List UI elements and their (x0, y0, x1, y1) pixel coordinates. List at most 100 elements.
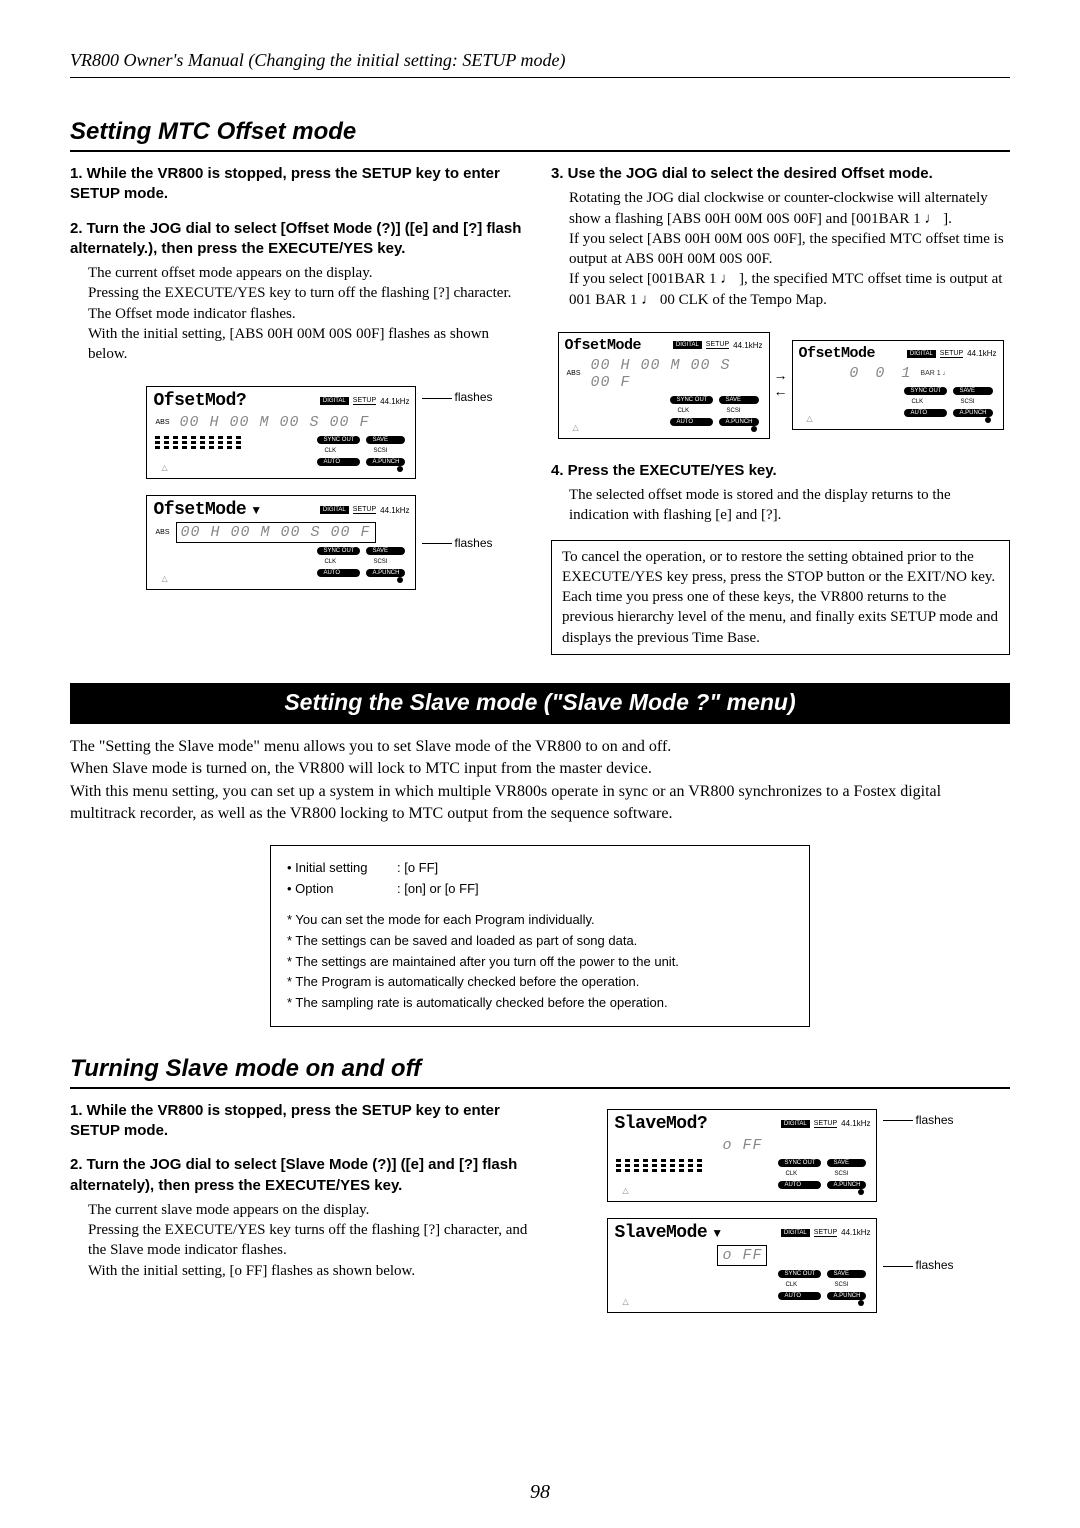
slave-lcd2-caret-icon: ▼ (711, 1227, 723, 1239)
lcd-slavemod-question: SlaveMod? DIGITAL SETUP 44.1kHz o FF SYN… (607, 1109, 877, 1202)
mtc-left-col: 1. While the VR800 is stopped, press the… (70, 164, 529, 655)
mtc-step4-body: The selected offset mode is stored and t… (551, 485, 1010, 526)
heading-turning-slave: Turning Slave mode on and off (70, 1055, 1010, 1089)
info-bullet-0: * You can set the mode for each Program … (287, 910, 793, 931)
pill-save: SAVE (366, 436, 405, 444)
mtc-step4: 4. Press the EXECUTE/YES key. (551, 461, 1010, 481)
lcd-pair-right: OfsetMode DIGITAL SETUP 44.1kHz 0 0 1 BA… (792, 340, 1004, 430)
pl-pill0: SYNC OUT (670, 396, 713, 404)
mtc-right-col: 3. Use the JOG dial to select the desire… (551, 164, 1010, 655)
turning-left-col: 1. While the VR800 is stopped, press the… (70, 1101, 529, 1321)
badge-setup-2: SETUP (353, 506, 376, 514)
info-bullet-2: * The settings are maintained after you … (287, 952, 793, 973)
info-initial-label: • Initial setting (287, 858, 397, 879)
pair-right-digital: DIGITAL (907, 350, 936, 358)
info-bullet-1: * The settings can be saved and loaded a… (287, 931, 793, 952)
s2-pill2: CLK (778, 1280, 821, 1290)
lcd-ofsetmode: OfsetMode ▼ DIGITAL SETUP 44.1kHz ABS 00… (146, 495, 416, 590)
slave-lcd2-setup: SETUP (814, 1229, 837, 1237)
lcd2-title: OfsetMode (153, 500, 246, 520)
turning-step2: 2. Turn the JOG dial to select [Slave Mo… (70, 1155, 529, 1196)
lcd-pair-left: OfsetMode DIGITAL SETUP 44.1kHz ABS 00 H… (558, 332, 770, 439)
lcd1-abs: ABS (155, 419, 169, 426)
mtc-columns: 1. While the VR800 is stopped, press the… (70, 164, 1010, 655)
slave-lcd1-flashes: flashes (883, 1113, 953, 1127)
slave-lcd2-digital: DIGITAL (781, 1229, 810, 1237)
slave-lcd2-flashes: flashes (883, 1258, 953, 1272)
slave-lcd1-title: SlaveMod? (614, 1114, 707, 1134)
pair-right-seg: 0 0 1 (845, 364, 918, 383)
pill-clk: CLK (317, 446, 360, 456)
pill-scsi: SCSI (366, 446, 405, 456)
manual-header: VR800 Owner's Manual (Changing the initi… (70, 50, 1010, 78)
lcd2-abs: ABS (155, 529, 169, 536)
lcd1-flashes: flashes (422, 390, 492, 404)
pair-left-digital: DIGITAL (673, 341, 702, 349)
mtc-step3: 3. Use the JOG dial to select the desire… (551, 164, 1010, 184)
slave-lcd2-seg: o FF (717, 1245, 767, 1266)
pill-syncout: SYNC OUT (317, 436, 360, 444)
pr-pill1: SAVE (953, 387, 992, 395)
info-initial-val: : [o FF] (397, 858, 438, 879)
lcd1-khz: 44.1kHz (380, 397, 409, 406)
mtc-step2-body: The current offset mode appears on the d… (70, 263, 529, 364)
pill2-clk: CLK (317, 557, 360, 567)
pl-pill1: SAVE (719, 396, 758, 404)
pill2-save: SAVE (366, 547, 405, 555)
pill2-scsi: SCSI (366, 557, 405, 567)
lcd-slavemode: SlaveMode ▼ DIGITAL SETUP 44.1kHz o FF S… (607, 1218, 877, 1313)
pill2-syncout: SYNC OUT (317, 547, 360, 555)
page-number: 98 (0, 1481, 1080, 1504)
slave-lcd1-setup: SETUP (814, 1120, 837, 1128)
pr-pill3: SCSI (953, 397, 992, 407)
pair-left-seg: 00 H 00 M 00 S 00 F (587, 356, 761, 392)
s2-pill3: SCSI (827, 1280, 866, 1290)
turning-right-col: SlaveMod? DIGITAL SETUP 44.1kHz o FF SYN… (551, 1101, 1010, 1321)
s2-pill0: SYNC OUT (778, 1270, 821, 1278)
pair-left-khz: 44.1kHz (733, 341, 762, 350)
slave-lcd2-khz: 44.1kHz (841, 1228, 870, 1237)
pair-left-setup: SETUP (706, 341, 729, 349)
lcd2-khz: 44.1kHz (380, 506, 409, 515)
pair-right-title: OfsetMode (799, 345, 876, 362)
info-box: • Initial setting: [o FF] • Option: [on]… (270, 845, 810, 1027)
slave-lcd1-seg: o FF (718, 1136, 766, 1155)
s1-pill0: SYNC OUT (778, 1159, 821, 1167)
slave-lcd1-digital: DIGITAL (781, 1120, 810, 1128)
info-bullet-4: * The sampling rate is automatically che… (287, 993, 793, 1014)
mtc-step1: 1. While the VR800 is stopped, press the… (70, 164, 529, 205)
slave-desc: The "Setting the Slave mode" menu allows… (70, 736, 1010, 826)
badge-digital: DIGITAL (320, 397, 349, 405)
slave-lcd2-title: SlaveMode (614, 1223, 707, 1243)
s2-pill1: SAVE (827, 1270, 866, 1278)
pl-pill3: SCSI (719, 406, 758, 416)
mtc-lcd-stack: OfsetMod? DIGITAL SETUP 44.1kHz ABS 00 H… (70, 378, 529, 598)
cancel-note-box: To cancel the operation, or to restore t… (551, 540, 1010, 655)
mtc-step2: 2. Turn the JOG dial to select [Offset M… (70, 219, 529, 260)
info-option-val: : [on] or [o FF] (397, 879, 479, 900)
info-option-label: • Option (287, 879, 397, 900)
badge-setup: SETUP (353, 397, 376, 405)
lcd1-title: OfsetMod? (153, 391, 246, 411)
lcd1-seg: 00 H 00 M 00 S 00 F (176, 413, 374, 432)
turning-step1: 1. While the VR800 is stopped, press the… (70, 1101, 529, 1142)
mtc-step3-body: Rotating the JOG dial clockwise or count… (551, 188, 1010, 310)
lcd2-flashes: flashes (422, 536, 492, 550)
pr-pill0: SYNC OUT (904, 387, 947, 395)
lcd2-caret-icon: ▼ (250, 504, 262, 516)
slave-lcd1-khz: 44.1kHz (841, 1119, 870, 1128)
pair-right-units: BAR 1 ♩ (920, 370, 949, 377)
badge-digital-2: DIGITAL (320, 506, 349, 514)
pair-arrows-icon: →← (774, 370, 788, 400)
lcd2-seg: 00 H 00 M 00 S 00 F (176, 522, 376, 543)
slave-mode-banner: Setting the Slave mode ("Slave Mode ?" m… (70, 683, 1010, 724)
s1-pill3: SCSI (827, 1169, 866, 1179)
turning-step2-body: The current slave mode appears on the di… (70, 1200, 529, 1281)
lcd-pair: OfsetMode DIGITAL SETUP 44.1kHz ABS 00 H… (551, 324, 1010, 447)
pl-pill2: CLK (670, 406, 713, 416)
turning-columns: 1. While the VR800 is stopped, press the… (70, 1101, 1010, 1321)
heading-mtc-offset: Setting MTC Offset mode (70, 118, 1010, 152)
pair-left-abs: ABS (567, 370, 581, 377)
pair-right-setup: SETUP (940, 350, 963, 358)
s1-pill1: SAVE (827, 1159, 866, 1167)
